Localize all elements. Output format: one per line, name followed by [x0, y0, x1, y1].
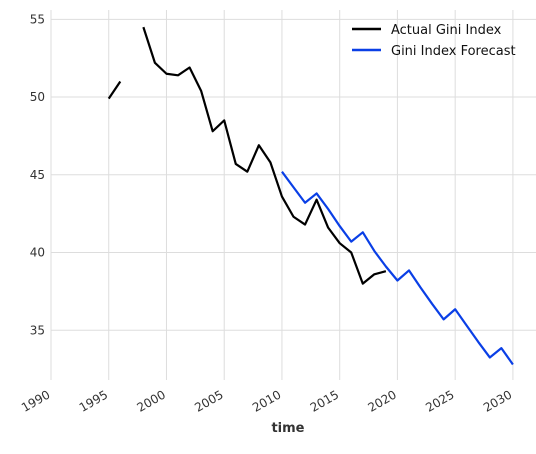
x-tick-label: 1995 — [77, 387, 110, 414]
y-tick-label: 45 — [30, 168, 45, 182]
y-tick-label: 50 — [30, 90, 45, 104]
legend: Actual Gini Index Gini Index Forecast — [352, 23, 516, 59]
x-tick-label: 1990 — [19, 387, 52, 414]
y-tick-label: 35 — [30, 323, 45, 337]
y-tick-label: 40 — [30, 246, 45, 260]
x-tick-label: 2030 — [481, 387, 514, 414]
y-axis-ticks: 35 40 45 50 55 — [30, 12, 45, 337]
series-line-1 — [107, 80, 122, 100]
x-tick-label: 2025 — [423, 387, 456, 414]
x-axis-ticks: 1990 1995 2000 2005 2010 2015 2020 2025 2030 — [19, 387, 514, 414]
series-line-1 — [142, 26, 387, 285]
x-axis-title: time — [271, 421, 304, 436]
legend-label: Actual Gini Index — [391, 23, 502, 38]
x-tick-label: 2015 — [308, 387, 341, 414]
x-tick-label: 2010 — [250, 387, 283, 414]
x-tick-label: 2005 — [192, 387, 225, 414]
y-tick-label: 55 — [30, 12, 45, 26]
x-tick-label: 2020 — [365, 387, 398, 414]
grid-lines — [50, 10, 536, 380]
legend-label: Gini Index Forecast — [391, 44, 516, 59]
series-lines — [107, 26, 514, 366]
series-line-2 — [281, 171, 514, 366]
x-tick-label: 2000 — [135, 387, 168, 414]
